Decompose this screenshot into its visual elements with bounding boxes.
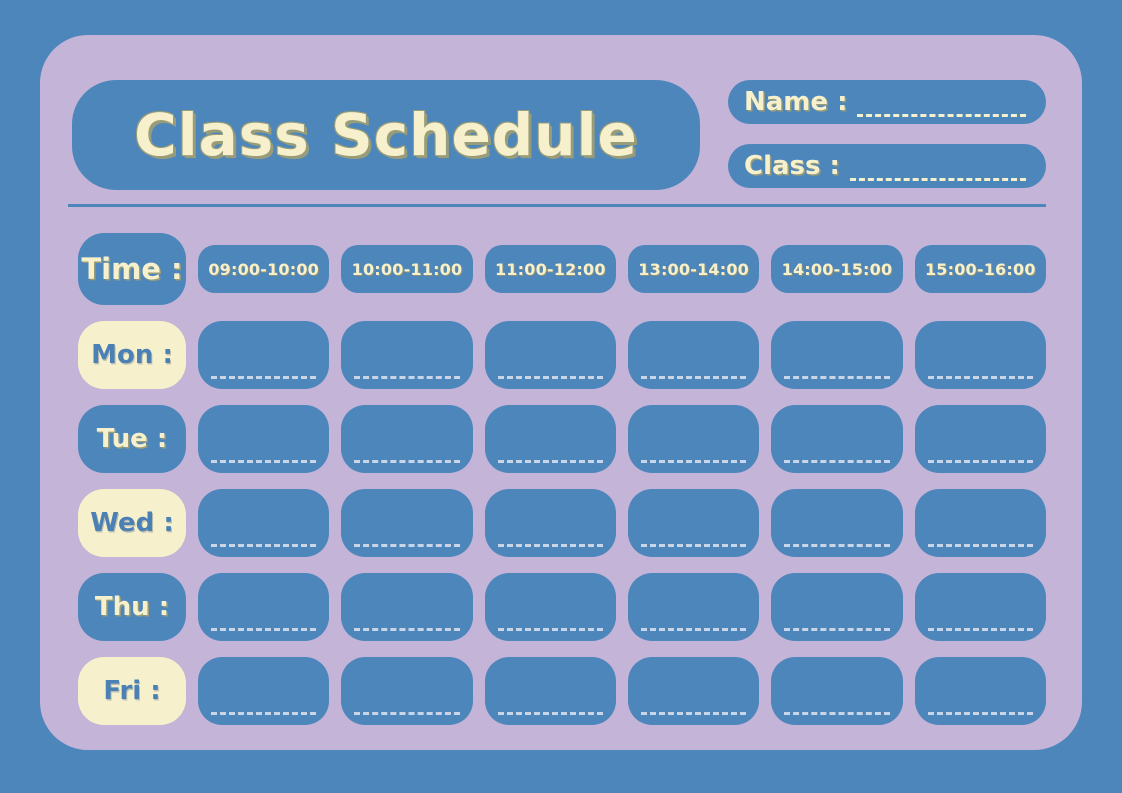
schedule-cell[interactable] [198,489,330,557]
cell-write-line [927,712,1033,715]
day-row-thu: Thu : [78,573,1046,641]
time-slot-4: 14:00-15:00 [771,245,903,293]
cell-write-line [927,628,1033,631]
time-slot-2: 11:00-12:00 [484,245,616,293]
class-field: Class : [728,144,1046,188]
header: Class Schedule Name : Class : [72,80,1046,192]
cell-write-line [784,712,890,715]
schedule-cell[interactable] [484,657,616,725]
name-field-label: Name : [744,87,848,117]
page-title: Class Schedule [134,101,638,169]
schedule-cell[interactable] [914,489,1046,557]
cell-write-line [927,544,1033,547]
name-field-input-line[interactable] [857,114,1026,117]
schedule-cell[interactable] [771,321,903,389]
schedule-cell[interactable] [914,657,1046,725]
schedule-cell[interactable] [484,321,616,389]
cell-write-line [211,628,317,631]
day-label-1: Tue : [78,405,186,473]
schedule-cell[interactable] [627,573,760,641]
schedule-card: Class Schedule Name : Class : Time :09:0… [40,35,1082,750]
schedule-cell[interactable] [484,405,616,473]
schedule-cell[interactable] [341,321,473,389]
schedule-cell[interactable] [484,573,616,641]
schedule-cell[interactable] [198,657,330,725]
cell-write-line [354,628,460,631]
time-header-row: Time :09:00-10:00 10:00-11:00 11:00-12:00 1… [78,233,1046,305]
schedule-cell[interactable] [341,489,473,557]
cell-write-line [497,544,603,547]
schedule-cell[interactable] [198,573,330,641]
time-slot-0: 09:00-10:00 [198,245,330,293]
title-pill: Class Schedule [72,80,700,190]
time-label: Time : [78,233,186,305]
cell-write-line [354,712,460,715]
cell-write-line [640,712,747,715]
header-divider [68,204,1046,207]
cell-write-line [211,544,317,547]
day-label-0: Mon : [78,321,186,389]
cell-write-line [497,460,603,463]
cell-write-line [354,460,460,463]
schedule-cell[interactable] [771,657,903,725]
schedule-cell[interactable] [914,573,1046,641]
time-slot-1: 10:00-11:00 [341,245,473,293]
schedule-cell[interactable] [341,573,473,641]
cell-write-line [927,460,1033,463]
schedule-cell[interactable] [627,405,760,473]
schedule-cell[interactable] [341,657,473,725]
cell-write-line [211,460,317,463]
day-label-2: Wed : [78,489,186,557]
time-slot-3: 13:00-14:00 [627,245,760,293]
cell-write-line [784,628,890,631]
day-row-mon: Mon : [78,321,1046,389]
schedule-cell[interactable] [627,321,760,389]
cell-write-line [211,712,317,715]
header-fields: Name : Class : [728,80,1046,188]
time-slot-5: 15:00-16:00 [914,245,1046,293]
cell-write-line [354,544,460,547]
schedule-cell[interactable] [198,405,330,473]
class-field-label: Class : [744,151,840,181]
schedule-cell[interactable] [914,405,1046,473]
day-label-4: Fri : [78,657,186,725]
cell-write-line [640,376,747,379]
cell-write-line [354,376,460,379]
schedule-cell[interactable] [484,489,616,557]
day-row-wed: Wed : [78,489,1046,557]
cell-write-line [784,376,890,379]
cell-write-line [784,544,890,547]
schedule-cell[interactable] [627,489,760,557]
schedule-cell[interactable] [341,405,473,473]
cell-write-line [497,376,603,379]
cell-write-line [640,628,747,631]
cell-write-line [497,628,603,631]
schedule-cell[interactable] [914,321,1046,389]
schedule-cell[interactable] [771,405,903,473]
class-field-input-line[interactable] [849,178,1026,181]
day-row-tue: Tue : [78,405,1046,473]
cell-write-line [640,460,747,463]
cell-write-line [927,376,1033,379]
schedule-cell[interactable] [198,321,330,389]
cell-write-line [784,460,890,463]
cell-write-line [640,544,747,547]
day-label-3: Thu : [78,573,186,641]
schedule-grid: Time :09:00-10:00 10:00-11:00 11:00-12:00 1… [78,233,1046,725]
schedule-cell[interactable] [771,489,903,557]
name-field: Name : [728,80,1046,124]
day-row-fri: Fri : [78,657,1046,725]
cell-write-line [497,712,603,715]
schedule-cell[interactable] [627,657,760,725]
schedule-cell[interactable] [771,573,903,641]
cell-write-line [211,376,317,379]
